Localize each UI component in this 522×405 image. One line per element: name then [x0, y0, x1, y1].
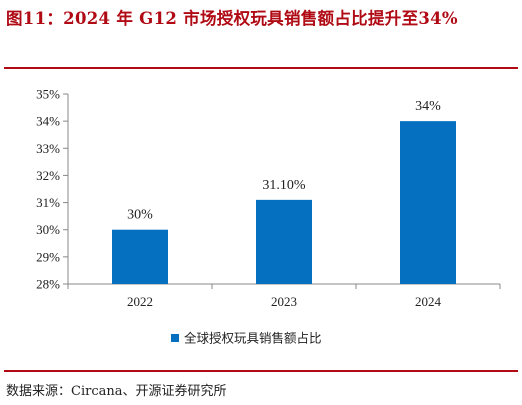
bar-2023 — [256, 199, 312, 284]
data-label: 34% — [415, 99, 441, 114]
x-tick-label: 2024 — [415, 294, 442, 309]
data-labels: 30% 31.10% 34% — [127, 99, 441, 223]
legend: 全球授权玩具销售额占比 — [171, 331, 322, 346]
x-axis: 2022 2023 2024 — [67, 283, 501, 309]
legend-swatch — [171, 334, 179, 342]
chart-title: 图11：2024 年 G12 市场授权玩具销售额占比提升至34% — [6, 9, 458, 28]
y-tick-label: 33% — [36, 141, 60, 156]
y-tick-label: 30% — [36, 222, 60, 237]
title-divider — [4, 67, 518, 69]
y-tick-label: 34% — [36, 114, 60, 129]
data-label: 31.10% — [262, 178, 306, 193]
y-tick-label: 32% — [36, 168, 60, 183]
source-note: 数据来源：Circana、开源证券研究所 — [6, 384, 227, 399]
y-tick-label: 35% — [36, 87, 60, 102]
bar-chart: 28% 29% 30% 31% 32% 33% 34% 35% 2022 2023 2024 30… — [36, 87, 501, 346]
y-tick-label: 31% — [36, 195, 60, 210]
bar-2024 — [400, 121, 456, 284]
y-axis: 28% 29% 30% 31% 32% 33% 34% 35% — [36, 87, 69, 292]
bars — [112, 121, 456, 284]
y-tick-label: 28% — [36, 277, 60, 292]
bar-2022 — [112, 229, 168, 284]
x-tick-label: 2023 — [271, 294, 297, 309]
x-tick-label: 2022 — [127, 294, 153, 309]
data-label: 30% — [127, 208, 153, 223]
legend-label: 全球授权玩具销售额占比 — [184, 331, 322, 346]
y-tick-label: 29% — [36, 249, 60, 264]
source-divider — [4, 370, 518, 372]
